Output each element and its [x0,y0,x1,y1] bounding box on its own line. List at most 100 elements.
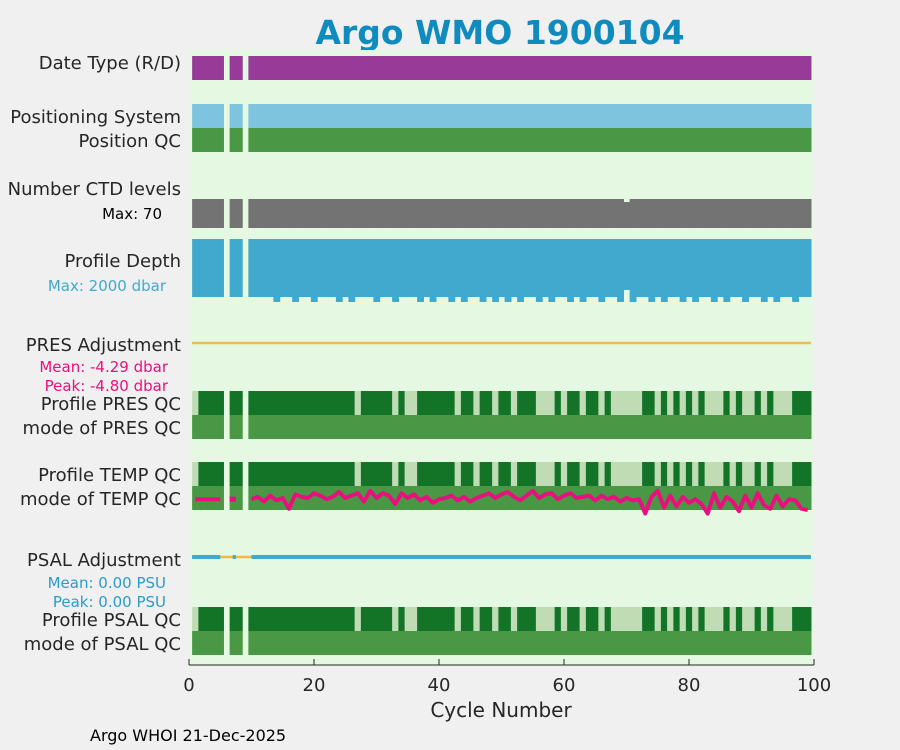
profile-depth-bar [335,239,343,302]
profile-pres-qc-bar [435,391,443,415]
position-qc-bar [573,128,581,152]
ctd-levels-bar [498,199,506,228]
positioning-bar [767,104,774,128]
mode-pres-qc-bar [798,415,806,439]
profile-temp-qc-bar [804,462,812,486]
profile-temp-qc-bar [417,462,424,486]
mode-pres-qc-bar [523,415,531,439]
positioning-bar [417,104,424,128]
position-qc-bar [567,128,574,152]
position-qc-bar [410,128,418,152]
profile-psal-qc-bar [717,607,724,631]
position-qc-bar [579,128,587,152]
profile-psal-qc-bar [285,607,293,631]
profile-pres-qc-bar [273,391,281,415]
mode-psal-qc-bar [773,631,781,655]
mode-psal-qc-bar [579,631,587,655]
positioning-bar [210,104,218,128]
profile-depth-bar [685,239,693,297]
mode-psal-qc-bar [442,631,449,655]
mode-temp-qc-bar [392,486,399,510]
profile-pres-qc-bar [385,391,393,415]
profile-pres-qc-bar [779,391,787,415]
data-type-bar [473,56,481,80]
positioning-bar [642,104,649,128]
profile-pres-qc-bar [485,391,493,415]
positioning-bar [435,104,443,128]
positioning-bar [367,104,374,128]
positioning-bar [410,104,418,128]
data-type-bar [379,56,387,80]
profile-psal-qc-bar [204,607,212,631]
profile-temp-qc-bar [210,462,218,486]
profile-psal-qc-bar [804,607,812,631]
positioning-bar [304,104,312,128]
profile-depth-bar [379,239,387,297]
profile-depth-bar [260,239,268,297]
profile-psal-qc-bar [642,607,649,631]
data-type-bar [779,56,787,80]
data-type-bar [692,56,699,80]
position-qc-bar [560,128,568,152]
profile-temp-qc-bar [310,462,318,486]
positioning-bar [498,104,506,128]
ctd-levels-bar [373,199,381,228]
profile-depth-bar [235,239,243,297]
profile-depth-bar [398,239,406,297]
positioning-bar [285,104,293,128]
mode-pres-qc-bar [335,415,343,439]
profile-depth-bar [254,239,262,297]
profile-psal-qc-bar [398,607,406,631]
positioning-bar [267,104,274,128]
profile-depth-bar [648,239,656,302]
mode-psal-qc-bar [629,631,637,655]
profile-depth-bar [354,239,362,297]
data-type-bar [592,56,599,80]
mode-psal-qc-bar [529,631,537,655]
positioning-bar [623,104,631,128]
ctd-levels-bar [573,199,581,228]
ctd-levels-bar [217,199,224,228]
mode-psal-qc-bar [473,631,481,655]
mode-psal-qc-bar [348,631,356,655]
profile-temp-qc-bar [217,462,224,486]
profile-pres-qc-bar [535,391,543,415]
positioning-bar [279,104,287,128]
position-qc-bar [654,128,662,152]
positioning-bar [648,104,656,128]
positioning-bar [192,104,199,128]
mode-pres-qc-bar [504,415,512,439]
profile-temp-qc-bar [198,462,206,486]
profile-temp-qc-bar [442,462,449,486]
profile-depth-bar [329,239,337,297]
mode-pres-qc-bar [392,415,399,439]
mode-psal-qc-bar [298,631,306,655]
position-qc-bar [467,128,474,152]
profile-pres-qc-bar [442,391,449,415]
mode-psal-qc-bar [623,631,631,655]
position-qc-bar [510,128,518,152]
mode-psal-qc-bar [273,631,281,655]
position-qc-bar [210,128,218,152]
mode-temp-qc-bar [779,486,787,510]
mode-pres-qc-bar [717,415,724,439]
profile-psal-qc-bar [748,607,756,631]
positioning-bar [560,104,568,128]
positioning-bar [748,104,756,128]
positioning-bar [454,104,462,128]
position-qc-bar [460,128,468,152]
mode-temp-qc-bar [717,486,724,510]
profile-temp-qc-bar [598,462,606,486]
ctd-levels-bar [592,199,599,228]
ctd-levels-bar [329,199,337,228]
profile-depth-bar [785,239,793,297]
mode-psal-qc-bar [460,631,468,655]
ctd-levels-bar [635,199,643,228]
ctd-levels-bar [760,199,768,228]
mode-temp-qc-bar [285,486,293,510]
position-qc-bar [392,128,399,152]
profile-depth-bar [704,239,712,297]
position-qc-bar [685,128,693,152]
positioning-bar [598,104,606,128]
profile-psal-qc-bar [373,607,381,631]
